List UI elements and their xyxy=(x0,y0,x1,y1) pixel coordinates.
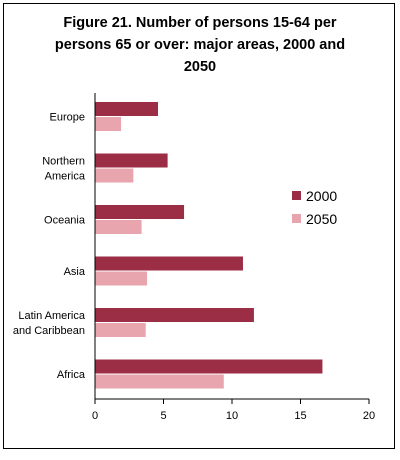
legend-label-2050: 2050 xyxy=(306,211,337,227)
legend-swatch-2050 xyxy=(292,214,301,223)
bar-2050-5 xyxy=(95,374,224,389)
category-label-4-0: Latin America xyxy=(18,310,86,322)
x-tick-label-3: 15 xyxy=(294,410,306,422)
category-label-1-0: Northern xyxy=(42,156,85,168)
x-tick-label-0: 0 xyxy=(92,410,98,422)
legend: 2000 2050 xyxy=(292,188,337,227)
x-tick-label-1: 5 xyxy=(160,410,166,422)
bar-2000-4 xyxy=(95,308,254,322)
x-axis: 0 5 10 15 20 xyxy=(92,93,375,422)
category-labels: Europe Northern America Oceania Asia Latin Am… xyxy=(13,112,86,382)
bar-group xyxy=(95,102,323,389)
category-label-4-1: and Caribbean xyxy=(13,325,85,337)
bar-2000-1 xyxy=(95,153,168,168)
bar-2050-0 xyxy=(95,117,122,131)
bar-2000-5 xyxy=(95,359,323,374)
legend-label-2000: 2000 xyxy=(306,188,337,204)
bar-2000-0 xyxy=(95,102,159,116)
bar-2050-4 xyxy=(95,323,146,337)
bar-2050-2 xyxy=(95,220,142,234)
category-label-3-0: Asia xyxy=(64,266,86,278)
category-label-0-0: Europe xyxy=(50,112,85,124)
bar-2000-3 xyxy=(95,256,243,271)
bar-2050-1 xyxy=(95,168,134,183)
category-label-2-0: Oceania xyxy=(44,215,86,227)
chart-title: Figure 21. Number of persons 15-64 per p… xyxy=(54,15,346,75)
legend-swatch-2000 xyxy=(292,191,301,200)
bar-2000-2 xyxy=(95,205,185,219)
bar-2050-3 xyxy=(95,271,148,286)
x-tick-label-2: 10 xyxy=(226,410,238,422)
category-label-5-0: Africa xyxy=(57,369,86,381)
category-label-1-1: America xyxy=(45,171,86,183)
x-tick-label-4: 20 xyxy=(363,410,375,422)
